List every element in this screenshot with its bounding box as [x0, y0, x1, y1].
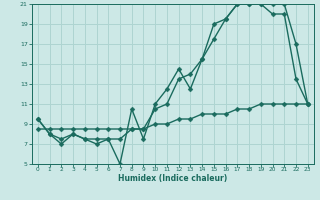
X-axis label: Humidex (Indice chaleur): Humidex (Indice chaleur): [118, 174, 228, 183]
